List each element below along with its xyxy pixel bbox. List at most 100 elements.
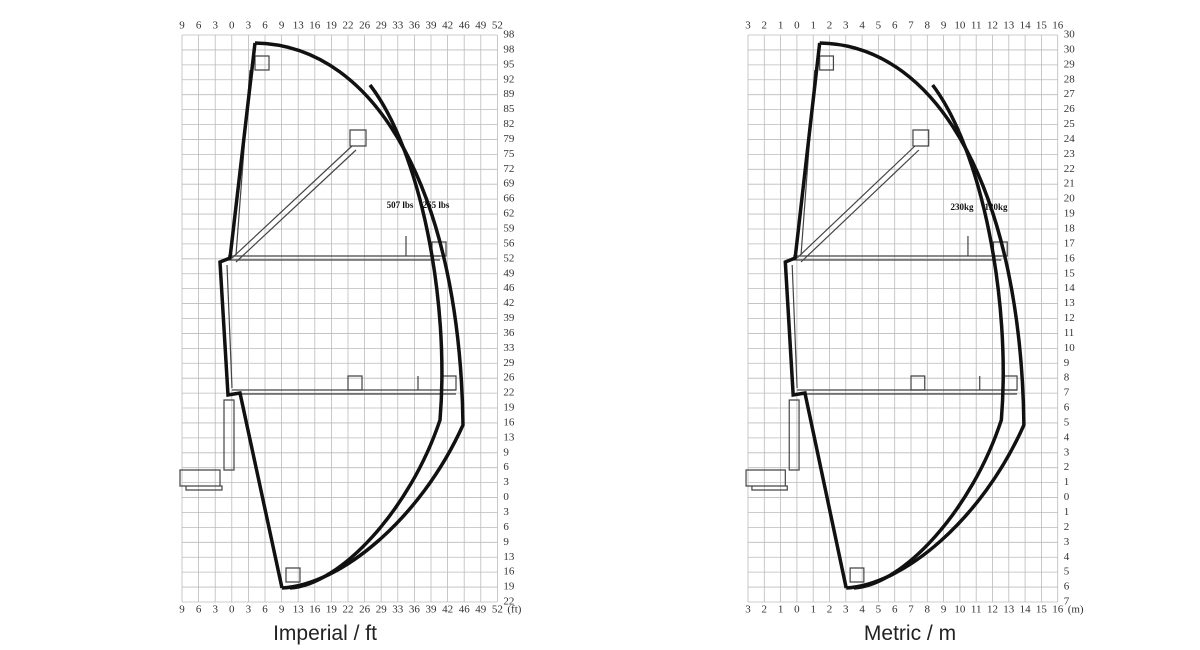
y-label: 3 [1064,536,1070,548]
y-label: 46 [503,282,515,294]
y-label: 22 [503,596,514,608]
y-label: 30 [1064,43,1076,55]
x-label-bottom: 15 [1036,604,1048,616]
x-label-top: 1 [778,20,784,32]
x-label-bottom: 7 [908,604,914,616]
y-label: 6 [1064,402,1070,414]
boom [232,146,356,262]
x-label-bottom: 6 [262,604,268,616]
y-label: 4 [1064,551,1070,563]
x-label-bottom: 9 [941,604,947,616]
x-label-bottom: 8 [925,604,931,616]
x-label-bottom: 39 [426,604,438,616]
x-label-bottom: 11 [971,604,982,616]
x-label-bottom: 16 [1052,604,1064,616]
y-label: 13 [1064,297,1076,309]
y-label: 3 [1064,446,1070,458]
x-label-top: 52 [492,20,503,32]
y-label: 27 [1064,88,1076,100]
x-label-bottom: 1 [810,604,816,616]
x-label-bottom: 9 [279,604,285,616]
x-label-top: 7 [908,20,914,32]
y-label: 21 [1064,178,1075,190]
x-label-bottom: 3 [212,604,218,616]
x-label-top: 26 [359,20,371,32]
x-label-bottom: 6 [892,604,898,616]
inner-boundary [785,43,846,588]
x-label-bottom: 36 [409,604,421,616]
y-label: 66 [503,193,515,205]
y-label: 4 [1064,431,1070,443]
unit-label: (ft) [507,604,521,616]
x-label-top: 15 [1036,20,1048,32]
y-label: 6 [503,461,509,473]
y-label: 22 [503,387,514,399]
outer-envelope [255,43,463,588]
x-label-bottom: 46 [459,604,471,616]
y-label: 16 [503,416,515,428]
x-label-top: 9 [279,20,285,32]
y-label: 0 [503,491,509,503]
x-label-bottom: 13 [1003,604,1015,616]
y-label: 10 [1064,342,1076,354]
x-label-bottom: 12 [987,604,998,616]
y-label: 85 [503,103,515,115]
y-label: 26 [1064,103,1076,115]
x-label-top: 14 [1020,20,1032,32]
boom [797,390,1017,394]
y-label: 98 [503,29,515,41]
x-label-bottom: 3 [246,604,252,616]
x-label-top: 6 [262,20,268,32]
x-label-top: 12 [987,20,998,32]
y-label: 6 [1064,581,1070,593]
x-label-top: 36 [409,20,421,32]
y-label: 42 [503,297,514,309]
caption: Imperial / ft [273,622,377,645]
inner-boundary [220,43,282,588]
y-label: 92 [503,73,514,85]
x-label-bottom: 52 [492,604,503,616]
load-label: 265 lbs [423,200,450,210]
y-label: 13 [503,551,515,563]
x-label-top: 13 [293,20,305,32]
basket [255,56,456,582]
boom [228,256,440,260]
x-label-bottom: 16 [309,604,321,616]
y-label: 98 [503,43,515,55]
y-label: 7 [1064,387,1070,399]
x-label-top: 10 [954,20,966,32]
y-label: 89 [503,88,515,100]
x-label-top: 0 [794,20,800,32]
chassis [746,400,799,490]
x-label-top: 22 [343,20,354,32]
y-label: 0 [1064,491,1070,503]
x-label-top: 19 [326,20,338,32]
y-label: 11 [1064,327,1075,339]
y-label: 25 [1064,118,1076,130]
x-label-top: 5 [876,20,882,32]
x-label-top: 49 [475,20,487,32]
y-label: 56 [503,237,515,249]
y-label: 17 [1064,237,1076,249]
x-label-top: 16 [1052,20,1064,32]
y-label: 19 [503,581,515,593]
x-label-top: 3 [745,20,751,32]
x-label-top: 9 [179,20,185,32]
x-label-bottom: 49 [475,604,487,616]
y-label: 29 [503,357,515,369]
x-label-top: 6 [196,20,202,32]
x-label-bottom: 3 [843,604,849,616]
y-label: 26 [503,372,515,384]
x-label-top: 0 [229,20,235,32]
y-label: 36 [503,327,515,339]
y-label: 1 [1064,506,1070,518]
y-label: 1 [1064,476,1070,488]
chassis [180,400,234,490]
x-label-top: 3 [843,20,849,32]
y-label: 79 [503,133,515,145]
y-label: 9 [1064,357,1070,369]
x-label-top: 4 [859,20,865,32]
x-label-bottom: 19 [326,604,338,616]
y-label: 19 [503,402,515,414]
